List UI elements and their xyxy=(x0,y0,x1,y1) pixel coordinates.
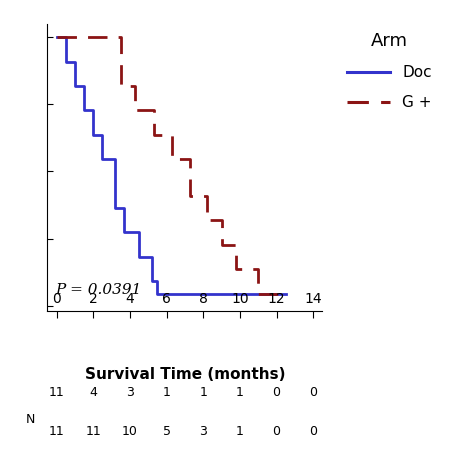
Text: 10: 10 xyxy=(122,425,138,438)
Text: 1: 1 xyxy=(163,386,171,399)
Text: 11: 11 xyxy=(49,386,64,399)
Text: 0: 0 xyxy=(273,425,281,438)
Text: 1: 1 xyxy=(236,425,244,438)
Text: 4: 4 xyxy=(89,386,97,399)
Text: 3: 3 xyxy=(126,386,134,399)
Text: 1: 1 xyxy=(199,386,207,399)
Text: 0: 0 xyxy=(309,425,317,438)
Text: 3: 3 xyxy=(199,425,207,438)
Legend: Doc, G +: Doc, G + xyxy=(341,26,438,116)
Text: 11: 11 xyxy=(49,425,64,438)
X-axis label: Survival Time (months): Survival Time (months) xyxy=(85,367,285,382)
Text: 5: 5 xyxy=(163,425,171,438)
Text: 1: 1 xyxy=(236,386,244,399)
Text: 0: 0 xyxy=(273,386,281,399)
Text: 0: 0 xyxy=(309,386,317,399)
Text: N: N xyxy=(26,413,36,426)
Text: 11: 11 xyxy=(85,425,101,438)
Text: P = 0.0391: P = 0.0391 xyxy=(55,283,142,297)
